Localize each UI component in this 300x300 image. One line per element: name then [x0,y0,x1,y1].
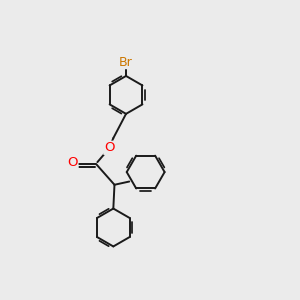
Text: O: O [104,141,114,154]
Text: O: O [68,156,78,169]
Text: Br: Br [119,56,133,69]
